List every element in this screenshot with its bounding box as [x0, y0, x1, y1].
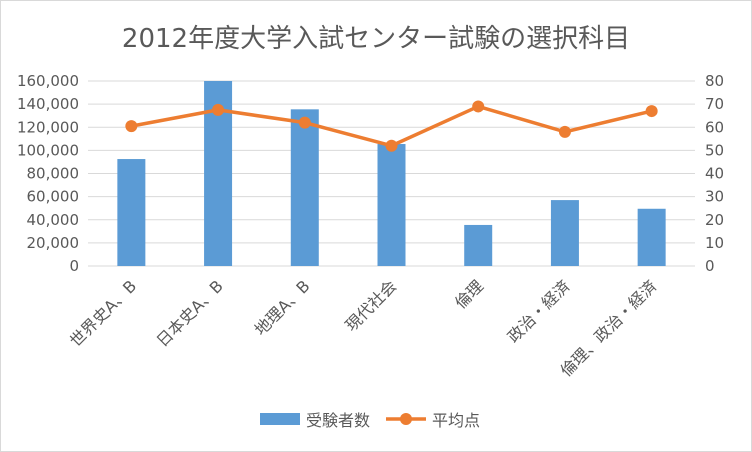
y-right-tick-label: 10: [705, 234, 724, 252]
right-axis: 0 10 20 30 40 50 60 70 80: [705, 72, 724, 275]
legend-label: 平均点: [432, 411, 480, 430]
bar-series: [117, 81, 666, 266]
y-right-tick-label: 0: [705, 257, 715, 275]
bar: [117, 159, 146, 266]
line-point: [385, 139, 398, 152]
y-right-tick-label: 70: [705, 95, 724, 113]
bar: [290, 109, 319, 266]
y-right-tick-label: 20: [705, 211, 724, 229]
bar: [377, 144, 406, 266]
y-left-tick-label: 60,000: [27, 188, 80, 206]
line-series: [125, 100, 658, 152]
y-right-tick-label: 30: [705, 188, 724, 206]
x-category-label: 日本史A、B: [153, 276, 227, 350]
bar: [464, 224, 493, 266]
legend-line-marker: [400, 413, 412, 425]
bar: [550, 200, 579, 266]
line-point: [472, 100, 485, 113]
y-left-tick-label: 0: [69, 257, 79, 275]
y-left-tick-label: 40,000: [27, 211, 80, 229]
x-category-label: 倫理、政治・経済: [557, 276, 661, 380]
line-point: [645, 105, 658, 118]
legend-label: 受験者数: [306, 411, 370, 430]
y-right-tick-label: 60: [705, 118, 724, 136]
y-left-tick-label: 160,000: [17, 72, 79, 90]
line-point: [125, 120, 138, 133]
y-right-tick-label: 50: [705, 141, 724, 159]
y-left-tick-label: 80,000: [27, 165, 80, 183]
x-category-label: 倫理: [451, 276, 487, 312]
x-category-label: 世界史A、B: [66, 276, 140, 350]
x-category-label: 政治・経済: [504, 276, 574, 346]
legend-bar-swatch: [260, 413, 300, 425]
y-right-tick-label: 40: [705, 165, 724, 183]
y-left-tick-label: 100,000: [17, 141, 79, 159]
bar: [637, 208, 666, 266]
x-category-label: 現代社会: [342, 276, 401, 335]
x-category-label: 地理A、B: [251, 276, 314, 339]
y-left-tick-label: 20,000: [27, 234, 80, 252]
y-left-tick-label: 120,000: [17, 118, 79, 136]
chart-title: 2012年度大学入試センター試験の選択科目: [122, 24, 630, 54]
line-point: [212, 103, 225, 116]
legend: 受験者数 平均点: [260, 411, 480, 430]
line-point: [558, 125, 571, 138]
left-axis: 0 20,000 40,000 60,000 80,000 100,000 120,000 1…: [17, 72, 79, 275]
line-point: [298, 116, 311, 129]
y-left-tick-label: 140,000: [17, 95, 79, 113]
y-right-tick-label: 80: [705, 72, 724, 90]
